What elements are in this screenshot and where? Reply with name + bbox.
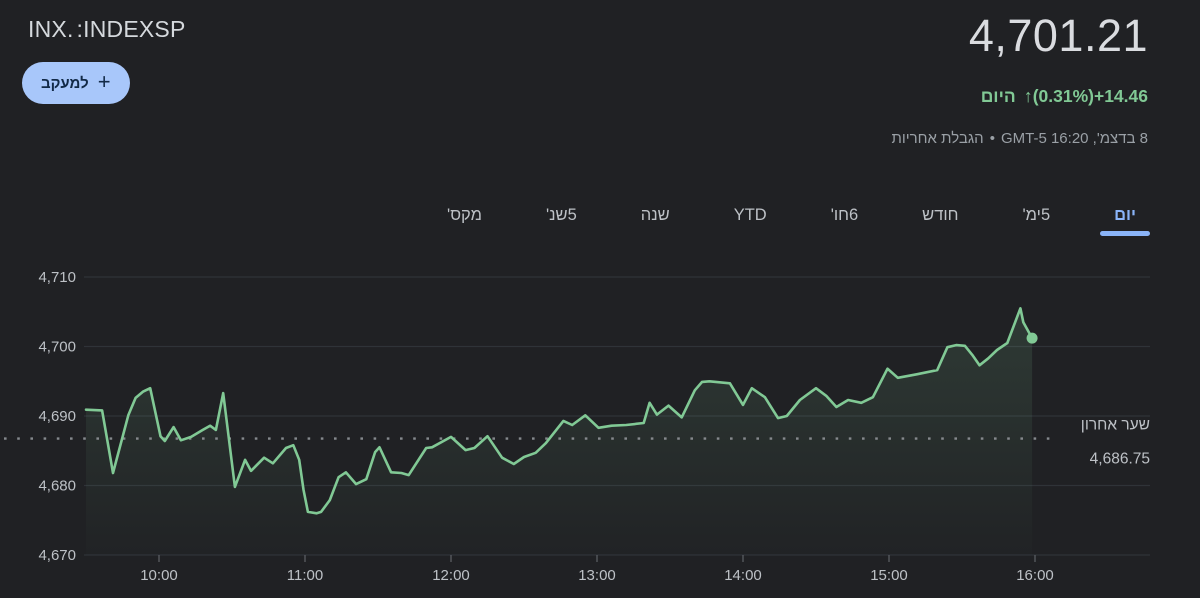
price-change-row: היום ↑ (0.31%) +14.46 — [981, 86, 1148, 107]
y-axis-label: 4,700 — [38, 339, 76, 356]
y-axis-label: 4,710 — [38, 269, 76, 286]
exchange-label: INDEXSP: — [76, 16, 186, 42]
previous-close-value: 4,686.75 — [1090, 451, 1150, 468]
x-axis-label: 14:00 — [724, 567, 762, 584]
x-axis-label: 15:00 — [870, 567, 908, 584]
x-axis-label: 10:00 — [140, 567, 178, 584]
tab-1d[interactable]: יום — [1100, 194, 1150, 236]
tab-label: שנה — [640, 205, 670, 224]
tab-label: 5ימ' — [1022, 205, 1051, 224]
x-axis-label: 13:00 — [578, 567, 616, 584]
tab-max[interactable]: מקס' — [433, 194, 496, 236]
follow-button[interactable]: + למעקב — [22, 62, 130, 104]
meta-separator: • — [989, 130, 995, 147]
tab-ytd[interactable]: YTD — [720, 194, 781, 236]
current-price-dot — [1026, 332, 1038, 344]
price-line — [84, 307, 1034, 515]
y-axis-label: 4,690 — [38, 408, 76, 425]
tab-label: 6חו' — [830, 205, 859, 224]
tab-1m[interactable]: חודש — [908, 194, 972, 236]
change-amount: +14.46 — [1093, 86, 1148, 106]
today-label: היום — [980, 86, 1016, 106]
follow-button-label: למעקב — [41, 74, 89, 92]
range-tabs: יום 5ימ' חודש 6חו' YTD שנה 5שנ' מקס' — [433, 194, 1150, 236]
tab-label: חודש — [922, 205, 959, 224]
quote-timestamp: 8 בדצמ', 16:20 GMT-5 — [1000, 130, 1148, 147]
tab-1y[interactable]: שנה — [627, 194, 684, 236]
tab-5y[interactable]: 5שנ' — [532, 194, 591, 236]
up-arrow-icon: ↑ — [1023, 86, 1033, 106]
tab-5d[interactable]: 5ימ' — [1009, 194, 1065, 236]
tab-6m[interactable]: 6חו' — [817, 194, 872, 236]
y-axis-label: 4,680 — [38, 478, 76, 495]
change-percent: (0.31%) — [1032, 86, 1094, 106]
disclaimer-link[interactable]: הגבלת אחריות — [891, 130, 984, 147]
tab-label: 5שנ' — [545, 205, 577, 224]
y-axis-label: 4,670 — [38, 547, 76, 564]
price-chart[interactable]: 4,670 4,680 4,690 4,700 4,710 10:00 11:00 12:00… — [0, 248, 1200, 598]
tab-label: מקס' — [447, 205, 482, 224]
tab-label: YTD — [733, 205, 767, 224]
x-axis-label: 12:00 — [432, 567, 470, 584]
selected-tab-underline — [1100, 231, 1150, 236]
previous-close-label: שער אחרון — [1081, 417, 1150, 434]
symbol-label: .INX — [28, 16, 74, 42]
x-axis-label: 16:00 — [1016, 567, 1054, 584]
tab-label: יום — [1114, 205, 1136, 224]
plus-icon: + — [97, 69, 111, 94]
x-axis-label: 11:00 — [287, 567, 323, 584]
price-value: 4,701.21 — [968, 10, 1148, 61]
quote-meta-row: 8 בדצמ', 16:20 GMT-5 • הגבלת אחריות — [892, 130, 1148, 147]
price-area-fill — [86, 308, 1033, 555]
instrument-title: INDEXSP: .INX — [28, 16, 186, 43]
